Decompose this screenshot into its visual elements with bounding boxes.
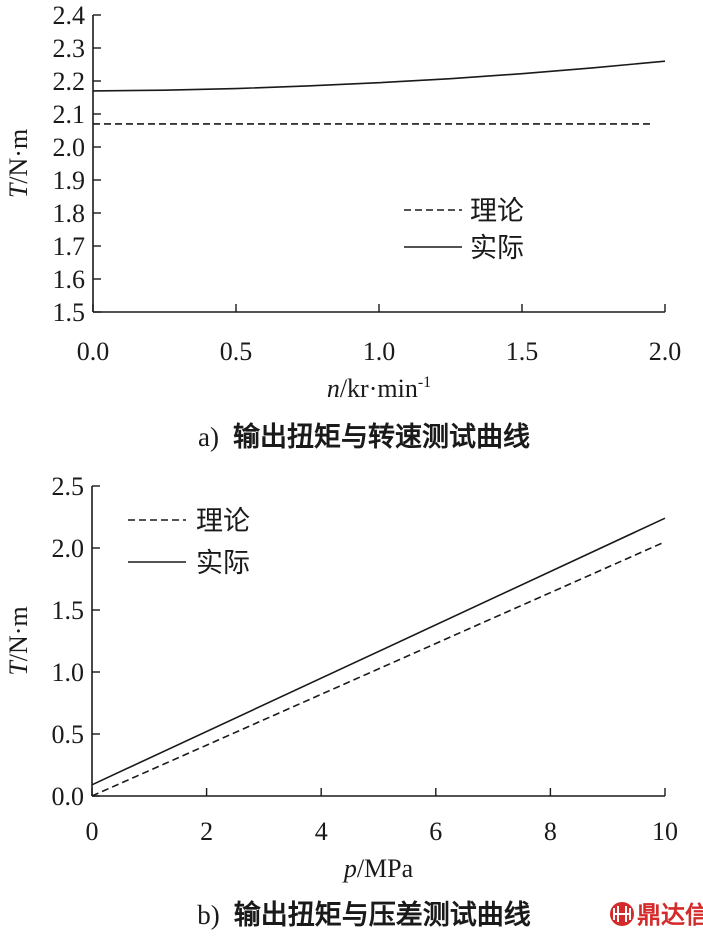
x-tick-label: 8 — [544, 817, 557, 846]
y-axis-unit: /N·m — [4, 129, 33, 184]
x-tick-label: 0 — [86, 817, 99, 846]
y-tick-label: 1.0 — [52, 658, 85, 687]
y-tick-label: 1.9 — [53, 166, 86, 195]
x-tick-label: 10 — [652, 817, 678, 846]
series-line-actual — [92, 60, 666, 92]
y-tick-label: 1.5 — [52, 596, 85, 625]
y-tick-label: 2.0 — [53, 133, 86, 162]
y-tick-label: 2.5 — [52, 472, 85, 501]
watermark: 鼎达信 — [610, 901, 703, 929]
figure-caption: a) 输出扭矩与转速测试曲线 — [198, 421, 530, 452]
series-line-theory — [91, 541, 666, 797]
x-tick-label: 4 — [315, 817, 328, 846]
y-axis-variable: T — [4, 182, 33, 198]
y-tick-label: 2.1 — [53, 100, 86, 129]
y-tick-label: 1.8 — [53, 199, 86, 228]
legend-label: 实际 — [196, 548, 250, 578]
x-axis-label: p/MPa — [342, 854, 414, 883]
y-tick-label: 0.0 — [52, 782, 85, 811]
x-tick-label: 1.0 — [363, 337, 396, 366]
y-tick-label: 1.5 — [53, 298, 86, 327]
legend-label: 实际 — [470, 233, 524, 263]
x-axis-label: n/kr·min-1 — [327, 374, 431, 403]
y-tick-label: 2.3 — [53, 34, 86, 63]
y-tick-label: 1.6 — [53, 265, 86, 294]
y-tick-label: 1.7 — [53, 232, 86, 261]
figure-caption: b) 输出扭矩与压差测试曲线 — [197, 899, 531, 930]
x-axis-unit-exponent: -1 — [418, 374, 431, 391]
y-axis-label: T/N·m — [4, 606, 33, 675]
logo-icon — [610, 902, 634, 926]
caption-letter: a) — [198, 422, 219, 452]
x-tick-label: 2 — [200, 817, 213, 846]
x-axis-variable: p — [342, 854, 357, 883]
y-tick-label: 2.4 — [53, 1, 86, 30]
chart-torque-vs-speed: 1.5 1.6 1.7 1.8 1.9 2.0 2.1 2.2 2.3 2.4 0.0 0.5 1.0 1… — [4, 1, 681, 452]
series-line-actual — [91, 517, 666, 786]
y-axis-variable: T — [4, 660, 33, 676]
caption-text: 输出扭矩与压差测试曲线 — [234, 899, 531, 930]
legend-label: 理论 — [470, 196, 524, 226]
x-axis-unit: /kr·min — [340, 374, 418, 403]
watermark-text: 鼎达信 — [637, 901, 703, 929]
y-tick-label: 2.2 — [53, 67, 86, 96]
x-axis-variable: n — [327, 374, 340, 403]
x-tick-label: 0.5 — [220, 337, 253, 366]
caption-letter: b) — [197, 900, 220, 930]
x-axis-unit: /MPa — [357, 854, 414, 883]
legend-label: 理论 — [196, 506, 250, 536]
x-tick-label: 6 — [429, 817, 442, 846]
x-tick-label: 2.0 — [649, 337, 682, 366]
y-axis-unit: /N·m — [4, 606, 33, 661]
y-axis-label: T/N·m — [4, 129, 33, 198]
y-tick-label: 0.5 — [52, 720, 85, 749]
y-tick-label: 2.0 — [52, 534, 85, 563]
x-tick-label: 0.0 — [77, 337, 110, 366]
x-tick-label: 1.5 — [506, 337, 539, 366]
caption-text: 输出扭矩与转速测试曲线 — [233, 421, 530, 452]
